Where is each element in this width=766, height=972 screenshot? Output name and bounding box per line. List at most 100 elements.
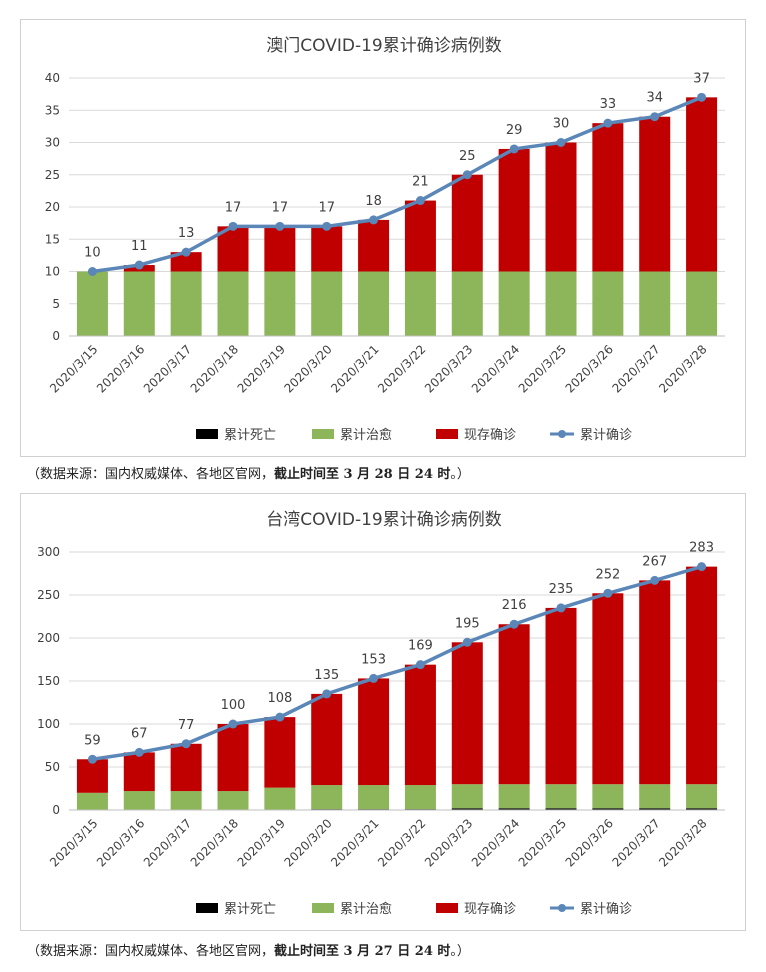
macau-y-tick-label: 5 — [52, 297, 60, 311]
macau-bar-segment — [592, 271, 624, 336]
taiwan-line-point — [462, 637, 472, 647]
taiwan-bar-segment — [451, 642, 483, 785]
macau-y-tick-label: 10 — [45, 265, 60, 279]
macau-x-tick-label: 2020/3/26 — [563, 342, 616, 395]
macau-line-point — [415, 196, 425, 206]
macau-bar-segment — [404, 271, 436, 336]
taiwan-bar-segment — [498, 808, 530, 810]
taiwan-bar-segment — [498, 784, 530, 809]
taiwan-data-label: 108 — [267, 691, 292, 706]
taiwan-line-point — [650, 575, 660, 585]
taiwan-note-suffix: 。） — [450, 944, 470, 959]
taiwan-legend-label: 现存确诊 — [464, 902, 516, 917]
macau-data-label: 33 — [600, 97, 617, 112]
taiwan-bar-segment — [358, 785, 390, 810]
taiwan-bar-segment — [404, 664, 436, 786]
macau-data-label: 21 — [412, 175, 429, 190]
taiwan-line-point — [603, 588, 613, 598]
taiwan-x-tick-label: 2020/3/15 — [47, 816, 100, 869]
macau-legend-label: 累计死亡 — [224, 428, 276, 443]
taiwan-y-tick-label: 0 — [52, 803, 60, 817]
taiwan-data-label: 100 — [221, 698, 246, 713]
macau-data-label: 29 — [506, 123, 523, 138]
macau-x-tick-label: 2020/3/17 — [141, 342, 194, 395]
taiwan-line-point — [556, 603, 566, 613]
macau-data-label: 17 — [225, 200, 242, 215]
taiwan-bar-segment — [592, 808, 624, 810]
taiwan-bar-segment — [170, 791, 202, 810]
taiwan-x-tick-label: 2020/3/27 — [609, 816, 662, 869]
taiwan-bar-segment — [451, 784, 483, 809]
taiwan-legend-swatch — [436, 903, 458, 913]
taiwan-x-tick-label: 2020/3/18 — [188, 816, 241, 869]
taiwan-bar-segment — [639, 580, 671, 785]
macau-bar-segment — [123, 271, 155, 336]
macau-note-prefix: （数据来源：国内权威媒体、各地区官网， — [27, 467, 275, 482]
taiwan-bar-segment — [639, 784, 671, 809]
macau-x-tick-label: 2020/3/18 — [188, 342, 241, 395]
macau-bar-segment — [498, 271, 530, 336]
taiwan-chart-title: 台湾COVID-19累计确诊病例数 — [266, 510, 501, 530]
macau-data-label: 11 — [131, 239, 148, 254]
macau-bar-segment — [686, 271, 718, 336]
macau-data-label: 25 — [459, 149, 476, 164]
macau-line-point — [87, 267, 97, 276]
macau-legend-label: 现存确诊 — [464, 428, 516, 443]
taiwan-legend-swatch — [196, 903, 218, 913]
macau-data-label: 18 — [365, 194, 382, 209]
taiwan-chart: 台湾COVID-19累计确诊病例数 0 50 100 150 200 250 300 59 67 7… — [37, 510, 725, 917]
macau-data-label: 30 — [553, 117, 570, 132]
macau-note-suffix: 。） — [450, 467, 470, 482]
macau-chart-card: 澳门COVID-19累计确诊病例数 0 5 10 15 20 25 30 35 40 10 11 13 1… — [20, 19, 746, 457]
macau-y-tick-label: 25 — [45, 168, 60, 182]
taiwan-bar-segment — [545, 607, 577, 785]
taiwan-x-tick-label: 2020/3/25 — [516, 816, 569, 869]
taiwan-x-tick-label: 2020/3/17 — [141, 816, 194, 869]
macau-x-tick-label: 2020/3/16 — [94, 342, 147, 395]
macau-legend-swatch — [196, 429, 218, 439]
taiwan-bar-segment — [686, 784, 718, 809]
taiwan-y-tick-label: 300 — [37, 545, 60, 559]
taiwan-bar-segment — [498, 624, 530, 785]
taiwan-bar-segment — [264, 717, 296, 788]
macau-line-point — [603, 118, 613, 128]
taiwan-data-label: 135 — [314, 668, 339, 683]
taiwan-bar-segment — [217, 791, 249, 810]
macau-line-point — [462, 170, 472, 180]
taiwan-line-point — [509, 619, 519, 629]
taiwan-chart-card: 台湾COVID-19累计确诊病例数 0 50 100 150 200 250 300 59 67 7… — [20, 493, 746, 931]
taiwan-data-label: 216 — [502, 598, 527, 613]
taiwan-bar-segment — [686, 808, 718, 810]
taiwan-x-tick-label: 2020/3/23 — [422, 816, 475, 869]
macau-x-tick-label: 2020/3/23 — [422, 342, 475, 395]
taiwan-data-label: 67 — [131, 726, 148, 741]
taiwan-data-label: 267 — [642, 554, 667, 569]
taiwan-y-tick-label: 200 — [37, 631, 60, 645]
macau-bar-segment — [404, 200, 436, 272]
taiwan-bar-segment — [451, 808, 483, 810]
macau-bar-segment — [76, 271, 108, 336]
macau-line-point — [134, 260, 144, 270]
macau-legend-swatch — [312, 429, 334, 439]
macau-bar-segment — [451, 174, 483, 272]
macau-bar-segment — [311, 226, 343, 272]
macau-bar-segment — [170, 252, 202, 272]
macau-bar-segment — [545, 271, 577, 336]
macau-bar-segment — [358, 219, 390, 272]
macau-bar-segment — [498, 148, 530, 272]
macau-line-point — [697, 92, 707, 102]
taiwan-bar-segment — [686, 566, 718, 785]
taiwan-bar-segment — [592, 593, 624, 785]
macau-data-label: 13 — [178, 226, 195, 241]
macau-line-point — [275, 221, 285, 231]
macau-x-tick-label: 2020/3/25 — [516, 342, 569, 395]
taiwan-x-tick-label: 2020/3/24 — [469, 816, 522, 869]
macau-cumulative-line — [92, 95, 703, 274]
macau-line-point — [181, 247, 191, 257]
macau-x-tick-label: 2020/3/21 — [328, 342, 381, 395]
taiwan-bar-segment — [217, 724, 249, 792]
macau-y-tick-label: 35 — [45, 103, 60, 117]
taiwan-y-tick-label: 150 — [37, 674, 60, 688]
macau-source-note: （数据来源：国内权威媒体、各地区官网，截止时间至 3 月 28 日 24 时。） — [27, 463, 470, 482]
taiwan-bar-segment — [404, 785, 436, 810]
